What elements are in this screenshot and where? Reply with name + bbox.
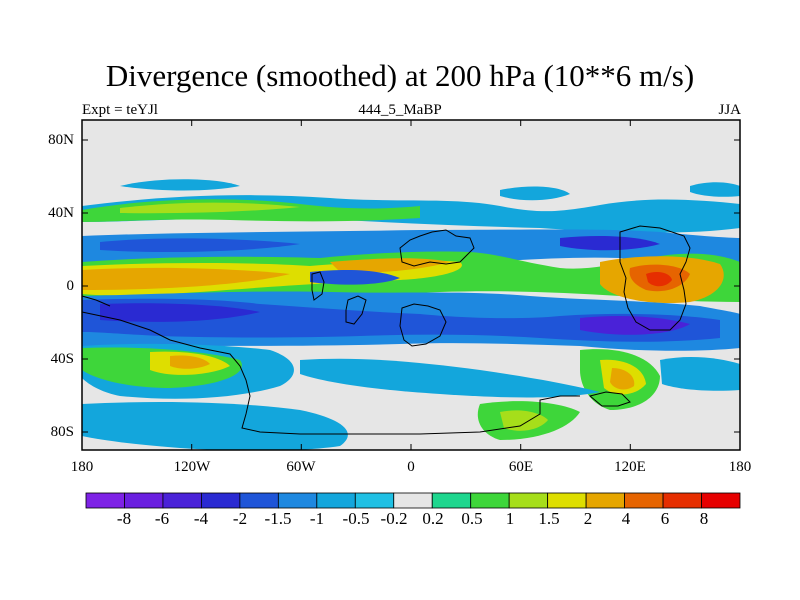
coastline-southern-africa [399,303,447,347]
lat-label-80s: 80S [50,424,74,440]
colorbar-swatch [162,492,202,509]
colorbar-label: 2 [583,509,593,528]
colorbar-swatch [431,492,472,509]
sh-negative-patch [660,357,740,391]
colorbar-swatch [277,492,318,509]
lon-label-60w: 60W [286,459,316,475]
colorbar-label: 6 [660,509,670,528]
plot-title: Divergence (smoothed) at 200 hPa (10**6 … [105,58,695,93]
run-id-label: 444_5_MaBP [358,102,442,118]
coastline-west-africa [311,271,325,301]
colorbar-label: 0.2 [422,509,444,528]
season-label: JJA [718,102,741,118]
nh-small-negative [500,186,570,201]
lon-label-120e: 120E [614,459,646,475]
lon-label-180e: 180 [728,459,752,475]
colorbar-label: -6 [154,509,170,528]
colorbar-label: -1.5 [264,509,292,528]
colorbar-swatch [547,492,587,509]
equatorial-positive-core [82,267,290,290]
colorbar-swatch [124,492,164,509]
colorbar-label: 4 [621,509,631,528]
colorbar-swatch [662,492,702,509]
coastlines [81,225,691,435]
colorbar [85,492,741,509]
colorbar-swatch [85,492,125,509]
colorbar-swatch [701,492,741,509]
colorbar-label: -8 [116,509,132,528]
coastline-africa-north [399,229,475,267]
lon-label-180w: 180 [70,459,94,475]
lon-label-60e: 60E [508,459,534,475]
colorbar-swatch [201,492,241,509]
nh-positive-core [120,202,300,214]
colorbar-label: -1 [309,509,325,528]
equatorial-positive-core [330,258,450,273]
lat-label-40s: 40S [50,351,74,367]
colorbar-swatch [585,492,625,509]
lon-label-120w: 120W [173,459,211,475]
colorbar-swatch [239,492,279,509]
axis-ticks [81,120,741,450]
colorbar-swatch [508,492,549,509]
colorbar-swatch [624,492,664,509]
sh-positive-core [610,368,635,390]
sh-negative-patch [300,358,600,398]
high-lat-negative [82,402,348,450]
coastline-fragment [81,295,111,307]
lon-label-0: 0 [407,459,415,475]
nh-small-negative [690,182,740,197]
colorbar-label: -2 [232,509,248,528]
colorbar-swatch [354,492,395,509]
colorbar-label: -0.5 [342,509,370,528]
lat-label-80n: 80N [48,132,74,148]
subtropical-negative-core [560,236,660,251]
colorbar-label: -0.2 [380,509,408,528]
nh-small-negative [120,179,240,191]
colorbar-swatch [393,492,433,509]
sh-negative-core [100,303,260,322]
maritime-positive-peak [646,272,672,287]
sh-subtropic-positive-core [170,355,210,369]
colorbar-label: 1 [505,509,515,528]
coastline-africa-south [345,295,367,325]
equatorial-negative-patch [310,270,400,285]
colorbar-label: -4 [193,509,209,528]
divergence-field [82,120,740,450]
lat-label-eq: 0 [66,278,75,294]
colorbar-swatch [316,492,356,509]
coastline-asia-maritime [619,225,691,331]
colorbar-label: 1.5 [538,509,560,528]
colorbar-label: 8 [699,509,709,528]
colorbar-swatch [470,492,510,509]
experiment-label: Expt = teYJl [82,102,158,118]
colorbar-label: 0.5 [461,509,483,528]
coastline-southern-continent [81,311,580,435]
coastline-australia [588,391,631,407]
subtropical-negative-core [100,238,300,252]
lat-label-40n: 40N [48,205,74,221]
high-lat-positive-core [500,410,548,431]
